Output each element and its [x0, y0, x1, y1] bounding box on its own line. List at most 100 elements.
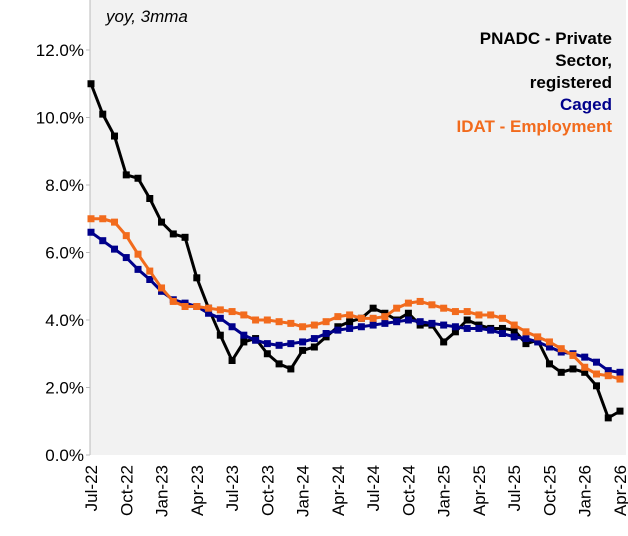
marker [581, 353, 589, 361]
marker [287, 340, 295, 348]
y-tick-label: 4.0% [45, 311, 84, 330]
marker [169, 230, 177, 238]
series-line [91, 217, 621, 381]
marker [404, 316, 412, 324]
x-tick-label: Oct-24 [399, 465, 418, 516]
marker [545, 343, 553, 351]
marker [604, 372, 612, 380]
marker [146, 195, 154, 202]
x-tick-label: Jul-23 [223, 465, 242, 511]
x-tick-label: Oct-25 [540, 465, 559, 516]
legend-label: PNADC - Private Sector, registered [480, 29, 612, 92]
marker [440, 338, 448, 346]
marker [592, 370, 600, 378]
marker [416, 318, 424, 326]
marker [310, 321, 318, 329]
marker [111, 218, 119, 226]
marker [111, 132, 119, 140]
marker [557, 368, 565, 376]
marker [134, 265, 142, 273]
marker [581, 363, 589, 371]
marker [99, 237, 107, 245]
marker [510, 326, 518, 334]
marker [534, 338, 542, 346]
marker [99, 215, 107, 223]
marker [428, 301, 436, 309]
marker [475, 311, 483, 319]
marker [122, 171, 130, 179]
marker [146, 276, 154, 283]
plot-background [90, 0, 626, 455]
marker [451, 328, 459, 336]
marker [240, 311, 248, 319]
marker [158, 284, 166, 292]
marker [287, 365, 295, 373]
marker [557, 345, 565, 353]
marker [616, 407, 624, 415]
marker [604, 367, 612, 375]
marker [87, 228, 95, 236]
marker [216, 306, 224, 314]
marker [158, 218, 166, 226]
marker [193, 274, 201, 282]
x-tick-label: Apr-25 [470, 465, 489, 516]
marker [569, 351, 577, 359]
marker [299, 338, 307, 346]
marker [440, 304, 448, 312]
x-tick-label: Oct-22 [117, 465, 136, 516]
marker [252, 316, 260, 324]
marker [357, 314, 365, 322]
marker [263, 316, 271, 324]
marker [240, 331, 248, 339]
marker [369, 321, 377, 329]
marker [440, 321, 448, 329]
annotation: yoy, 3mma [105, 7, 188, 26]
x-tick-label: Jan-24 [294, 465, 313, 517]
marker [252, 336, 260, 344]
marker [275, 318, 283, 326]
marker [404, 309, 412, 317]
marker [498, 324, 506, 332]
legend-label: Caged [560, 95, 612, 114]
marker [87, 215, 95, 223]
marker [510, 333, 518, 341]
series-line [90, 231, 621, 374]
marker [310, 335, 318, 343]
marker [522, 335, 530, 343]
x-tick-label: Jan-26 [576, 465, 595, 517]
legend-label: IDAT - Employment [456, 117, 612, 136]
marker [134, 174, 142, 182]
marker [346, 318, 354, 326]
y-tick-label: 0.0% [45, 446, 84, 465]
marker [275, 341, 283, 349]
marker [228, 323, 236, 331]
marker [87, 80, 95, 88]
marker [393, 318, 401, 326]
marker [146, 267, 154, 275]
marker [346, 311, 354, 319]
marker [581, 368, 589, 376]
x-tick-label: Oct-23 [258, 465, 277, 516]
x-tick-label: Apr-24 [329, 465, 348, 516]
x-tick-label: Jul-24 [364, 465, 383, 511]
x-tick-label: Apr-23 [188, 465, 207, 516]
x-tick-label: Jan-25 [435, 465, 454, 517]
series-line [89, 83, 621, 421]
marker [369, 304, 377, 312]
marker [451, 323, 459, 331]
marker [569, 365, 577, 373]
marker [510, 321, 518, 329]
marker [451, 308, 459, 316]
marker [522, 328, 530, 336]
marker [369, 314, 377, 322]
marker [228, 357, 236, 364]
marker [263, 350, 271, 358]
marker [181, 233, 189, 241]
marker [592, 358, 600, 366]
marker [498, 330, 506, 337]
marker [616, 368, 624, 376]
x-tick-label: Jan-23 [153, 465, 172, 517]
marker [181, 303, 189, 310]
marker [205, 309, 213, 317]
